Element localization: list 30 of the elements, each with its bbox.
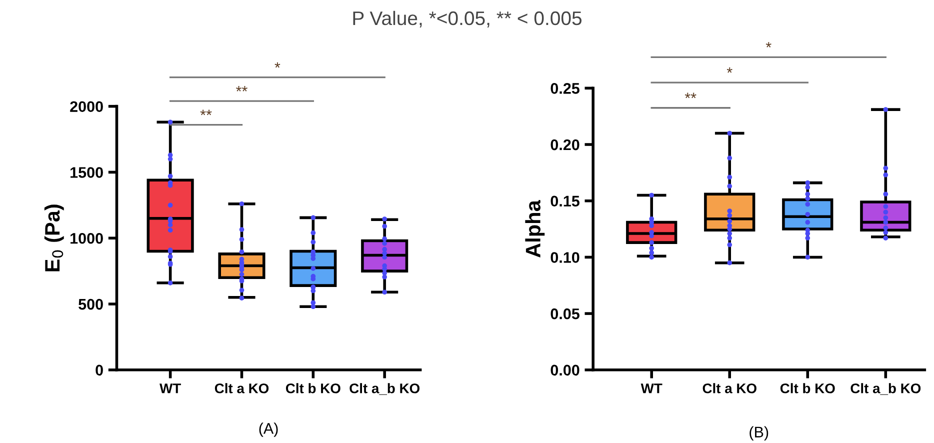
text: *	[726, 67, 732, 73]
y-tick-label: 0.25	[550, 83, 580, 94]
annotation: **	[684, 92, 696, 98]
y-tick-label: 0.00	[550, 364, 580, 376]
y-tick-label: 0.05	[550, 308, 580, 320]
y-tick-label: 0.15	[550, 196, 580, 207]
text: *	[274, 62, 280, 68]
y-tick-label: 0.20	[550, 139, 580, 150]
y-tick-label: 1000	[70, 232, 103, 244]
x-tick-label: Clt a KO	[702, 383, 756, 394]
y-tick-label: 2000	[70, 101, 103, 112]
text: **	[236, 86, 248, 92]
text: (B)	[750, 426, 768, 440]
x-tick-label: Clt b KO	[780, 383, 835, 394]
y-axis-title: Alpha	[525, 200, 545, 258]
x-tick-label: Clt b KO	[286, 383, 340, 394]
x-tick-label: Clt a_b KO	[350, 383, 420, 395]
text: (A)	[259, 422, 278, 437]
y-tick-label: 0	[96, 364, 103, 376]
x-tick-label: Clt a_b KO	[850, 383, 921, 395]
x-tick-label: Clt a KO	[214, 383, 269, 394]
text: *	[766, 42, 772, 48]
text: P Value, *<0.05, ** < 0.005	[353, 10, 582, 28]
y-tick-label: 500	[78, 298, 103, 310]
x-tick-label: WT	[160, 384, 181, 394]
x-tick-label: WT	[640, 384, 662, 394]
y-tick-label: 1500	[70, 167, 103, 178]
y-axis-title: E$_{0}$ (Pa)	[44, 204, 64, 272]
y-tick-label: 0.10	[550, 252, 580, 263]
annotation: **	[200, 110, 212, 116]
